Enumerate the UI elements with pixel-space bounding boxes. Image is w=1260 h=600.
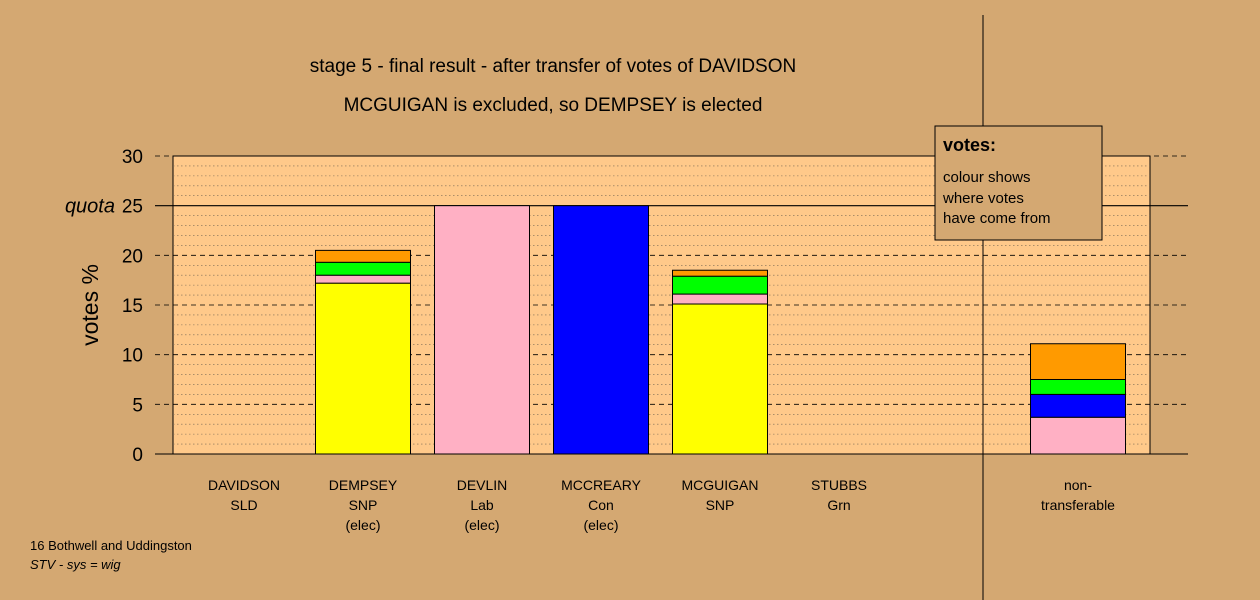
x-tick-devlin-label-2: (elec) [464, 517, 499, 533]
x-tick-dempsey-label-1: SNP [349, 497, 378, 513]
legend-line-1: colour shows [943, 169, 1031, 186]
x-tick-dempsey-label-0: DEMPSEY [329, 477, 398, 493]
y-tick-label: 20 [122, 246, 143, 267]
chart-title: stage 5 - final result - after transfer … [310, 56, 796, 77]
footer-system: STV - sys = wig [30, 557, 121, 572]
bar-mcguigan-segment-lab [672, 293, 768, 305]
x-tick-mccreary-label-2: (elec) [583, 517, 618, 533]
x-tick-nontransferable-label-1: transferable [1041, 497, 1115, 513]
bar-mcguigan-segment-grn [672, 275, 768, 295]
bar-dempsey-segment-lab [315, 274, 411, 284]
y-axis: 0 5 10 15 20 25 30 [122, 147, 1188, 466]
chart-subtitle: MCGUIGAN is excluded, so DEMPSEY is elec… [344, 95, 763, 116]
bar-dempsey-segment-sld [315, 249, 411, 263]
x-axis-labels: DAVIDSON SLD DEMPSEY SNP (elec) DEVLIN Lab (ele… [208, 477, 1115, 533]
bar-dempsey-segment-grn [315, 261, 411, 276]
y-tick-label: 0 [132, 445, 143, 466]
quota-label: quota [65, 196, 115, 218]
y-tick-label: 25 [122, 197, 143, 218]
legend-title: votes: [943, 135, 996, 155]
x-tick-mccreary-label-0: MCCREARY [561, 477, 642, 493]
x-tick-davidson-label-0: DAVIDSON [208, 477, 280, 493]
bar-mccreary-segment-con [553, 205, 649, 455]
y-axis-label: votes % [77, 264, 103, 346]
y-tick-label: 15 [122, 296, 143, 317]
x-tick-mcguigan-label-1: SNP [706, 497, 735, 513]
x-tick-mccreary-label-1: Con [588, 497, 614, 513]
x-tick-devlin-label-1: Lab [470, 497, 494, 513]
bars [315, 205, 1126, 455]
legend: votes: colour shows where votes have com… [934, 125, 1103, 241]
x-tick-nontransferable-label-0: non- [1064, 477, 1092, 493]
y-tick-label: 5 [132, 395, 143, 416]
bar-dempsey-segment-snp [315, 282, 411, 455]
legend-box [934, 125, 1103, 241]
x-tick-dempsey-label-2: (elec) [345, 517, 380, 533]
x-tick-davidson-label-1: SLD [230, 497, 257, 513]
legend-line-2: where votes [942, 190, 1024, 207]
footer-constituency: 16 Bothwell and Uddingston [30, 538, 192, 553]
x-tick-stubbs-label-1: Grn [827, 497, 850, 513]
legend-line-3: have come from [943, 210, 1051, 227]
x-tick-devlin-label-0: DEVLIN [457, 477, 508, 493]
x-tick-stubbs-label-0: STUBBS [811, 477, 867, 493]
y-tick-label: 30 [122, 147, 143, 168]
y-tick-label: 10 [122, 346, 143, 367]
bar-nontransferable-segment-sld [1030, 343, 1126, 380]
x-tick-mcguigan-label-0: MCGUIGAN [682, 477, 759, 493]
bar-mcguigan-segment-sld [672, 269, 768, 277]
bar-nontransferable-segment-grn [1030, 379, 1126, 395]
bar-devlin-segment-lab [434, 205, 530, 455]
bar-nontransferable-segment-lab [1030, 416, 1126, 455]
bar-mcguigan-segment-snp [672, 303, 768, 455]
bar-nontransferable-segment-con [1030, 393, 1126, 418]
